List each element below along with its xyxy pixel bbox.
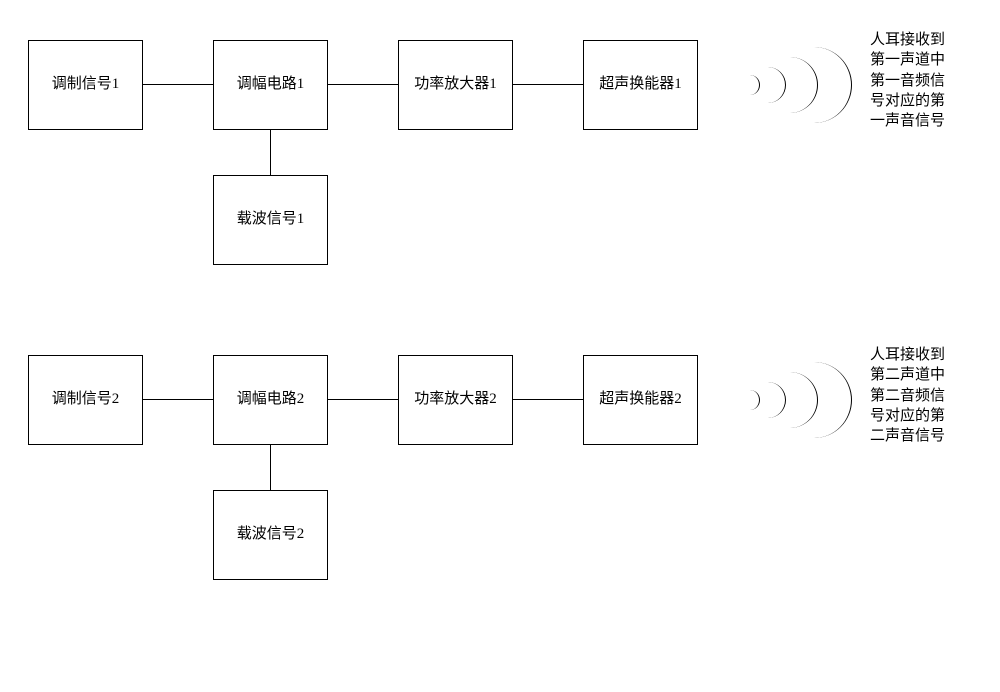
transducer-2-label: 超声换能器2: [599, 390, 682, 410]
am-circuit-2-box: 调幅电路2: [213, 355, 328, 445]
sound-wave-icon-1: [740, 45, 860, 125]
transducer-2-box: 超声换能器2: [583, 355, 698, 445]
connector-am1-pa1: [328, 84, 398, 85]
am-circuit-2-label: 调幅电路2: [237, 390, 305, 410]
connector-mod2-am2: [143, 399, 213, 400]
power-amp-1-box: 功率放大器1: [398, 40, 513, 130]
modulation-signal-1-box: 调制信号1: [28, 40, 143, 130]
connector-pa1-tr1: [513, 84, 583, 85]
carrier-signal-2-label: 载波信号2: [237, 525, 305, 545]
sound-wave-icon-2: [740, 360, 860, 440]
transducer-1-label: 超声换能器1: [599, 75, 682, 95]
connector-am2-pa2: [328, 399, 398, 400]
modulation-signal-2-box: 调制信号2: [28, 355, 143, 445]
output-text-2: 人耳接收到 第二声道中 第二音频信 号对应的第 二声音信号: [870, 345, 945, 446]
connector-pa2-tr2: [513, 399, 583, 400]
carrier-signal-2-box: 载波信号2: [213, 490, 328, 580]
carrier-signal-1-box: 载波信号1: [213, 175, 328, 265]
power-amp-1-label: 功率放大器1: [414, 75, 497, 95]
connector-carrier2-am2: [270, 445, 271, 490]
power-amp-2-label: 功率放大器2: [414, 390, 497, 410]
output-text-1: 人耳接收到 第一声道中 第一音频信 号对应的第 一声音信号: [870, 30, 945, 131]
am-circuit-1-label: 调幅电路1: [237, 75, 305, 95]
power-amp-2-box: 功率放大器2: [398, 355, 513, 445]
am-circuit-1-box: 调幅电路1: [213, 40, 328, 130]
connector-mod1-am1: [143, 84, 213, 85]
modulation-signal-2-label: 调制信号2: [52, 390, 120, 410]
modulation-signal-1-label: 调制信号1: [52, 75, 120, 95]
carrier-signal-1-label: 载波信号1: [237, 210, 305, 230]
connector-carrier1-am1: [270, 130, 271, 175]
transducer-1-box: 超声换能器1: [583, 40, 698, 130]
